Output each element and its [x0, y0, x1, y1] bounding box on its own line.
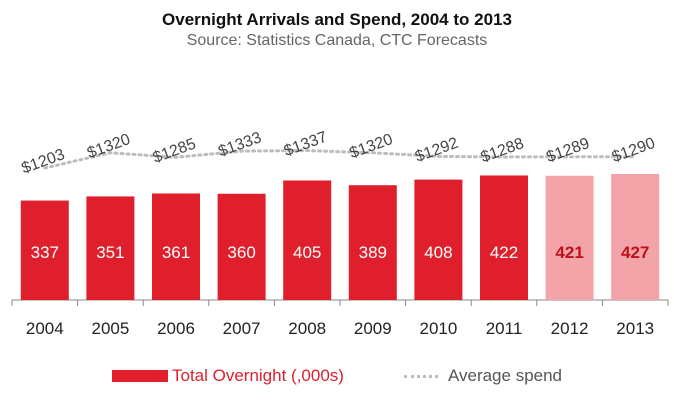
legend-label-line: Average spend: [447, 366, 563, 385]
spend-value-label: $1203: [19, 146, 67, 177]
legend-item-bars: Total Overnight (,000s): [111, 366, 344, 386]
spend-value-label: $1289: [544, 135, 592, 166]
bar-value-label: 405: [293, 243, 321, 262]
spend-value-label: $1292: [413, 135, 461, 166]
bar-value-label: 408: [424, 243, 452, 262]
x-tick-label: 2011: [486, 319, 523, 338]
bar-2006: [152, 193, 200, 300]
legend-item-line: Average spend: [403, 366, 563, 386]
bar-value-label: 389: [359, 243, 387, 262]
x-tick-label: 2008: [288, 319, 326, 338]
spend-line: [43, 149, 637, 170]
bar-2009: [348, 185, 397, 300]
plot-area: 337 2004 351 2005 361 2006 360 2007 405 2008 389 20…: [11, 129, 669, 338]
bar-value-label: 360: [227, 243, 255, 262]
chart-title: Overnight Arrivals and Spend, 2004 to 20…: [162, 10, 512, 29]
legend-swatch-line: [403, 374, 438, 378]
legend: Total Overnight (,000s) Average spend: [0, 366, 674, 386]
bar-value-label: 422: [490, 243, 518, 262]
bar-value-label: 421: [555, 243, 583, 262]
x-tick-label: 2010: [419, 319, 457, 338]
spend-value-label: $1320: [347, 131, 395, 162]
spend-value-label: $1333: [216, 129, 264, 160]
spend-value-label: $1285: [151, 135, 199, 166]
bar-value-label: 361: [162, 243, 190, 262]
x-tick-label: 2007: [223, 319, 261, 338]
legend-swatch-bars: [111, 370, 168, 382]
x-tick-label: 2013: [616, 319, 654, 338]
bar-2012: [545, 175, 594, 300]
x-tick-label: 2005: [91, 319, 129, 338]
legend-label-bars: Total Overnight (,000s): [171, 366, 344, 385]
bar-2011: [480, 175, 528, 300]
spend-value-label: $1288: [479, 135, 527, 166]
bar-2008: [283, 180, 332, 300]
chart-subtitle: Source: Statistics Canada, CTC Forecasts: [186, 32, 488, 49]
x-tick-label: 2006: [157, 319, 195, 338]
x-tick-label: 2004: [26, 319, 64, 338]
bar-2005: [86, 196, 135, 300]
bar-2013: [611, 174, 660, 300]
bar-value-label: 351: [96, 243, 124, 262]
bar-2004: [20, 200, 69, 300]
bar-2007: [217, 193, 266, 300]
bar-value-label: 427: [621, 243, 649, 262]
spend-value-label: $1290: [610, 135, 658, 166]
spend-value-label: $1337: [282, 129, 330, 160]
x-tick-label: 2009: [354, 319, 392, 338]
spend-value-label: $1320: [85, 131, 133, 162]
bar-2010: [414, 179, 463, 300]
bar-value-label: 337: [31, 243, 59, 262]
x-tick-label: 2012: [551, 319, 589, 338]
